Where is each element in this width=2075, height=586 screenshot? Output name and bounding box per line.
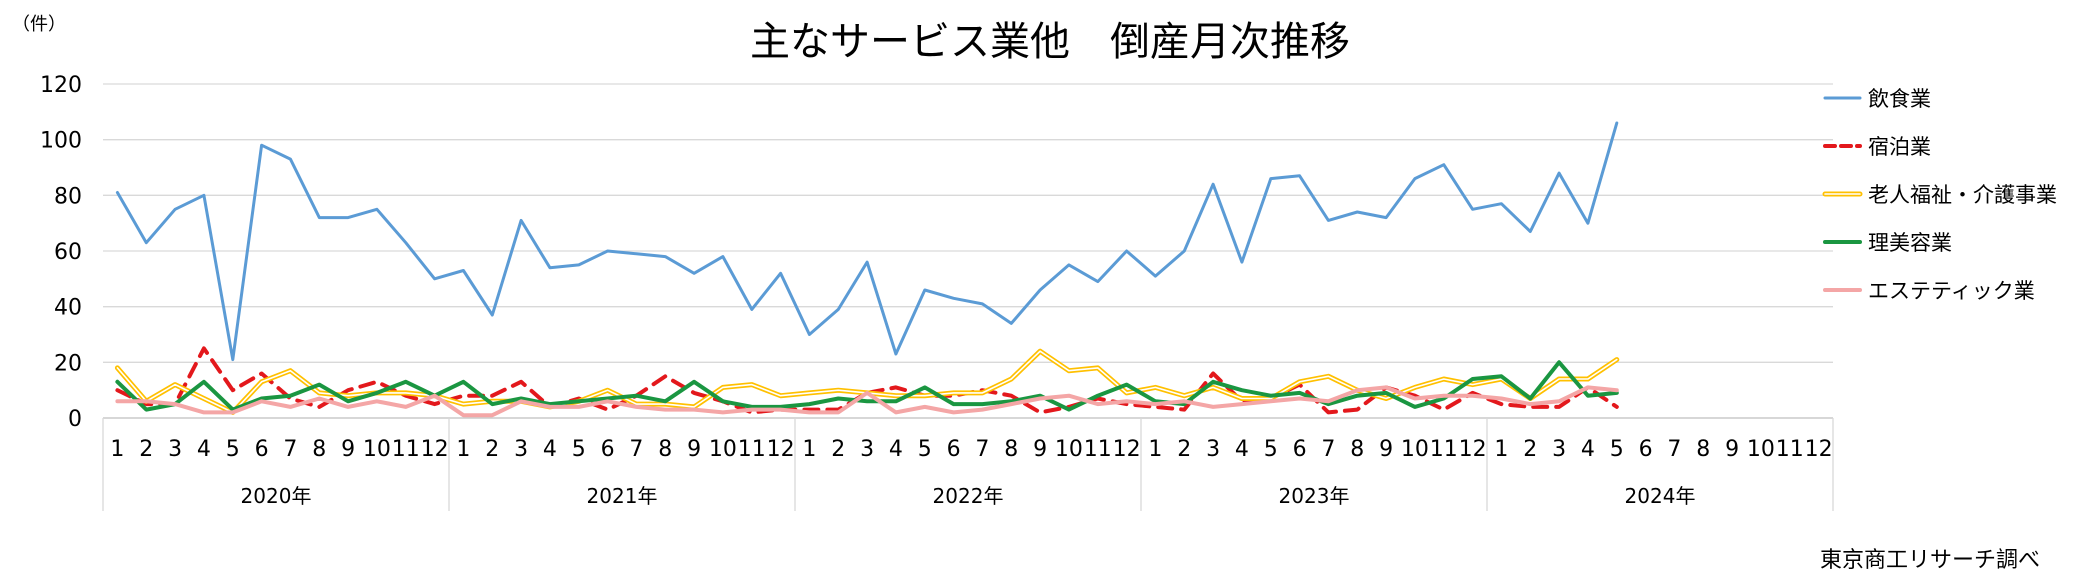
x-tick-label: 1: [1148, 437, 1162, 462]
x-tick-label: 9: [687, 437, 701, 462]
source-label: 東京商工リサーチ調べ: [1820, 548, 2040, 573]
x-tick-label: 7: [1667, 437, 1681, 462]
x-tick-label: 12: [1459, 437, 1487, 462]
x-tick-label: 6: [1639, 437, 1653, 462]
x-tick-label: 5: [226, 437, 240, 462]
x-year-label: 2021年: [587, 484, 658, 508]
x-tick-label: 8: [658, 437, 672, 462]
x-tick-label: 4: [197, 437, 211, 462]
y-tick-label: 0: [68, 407, 82, 432]
x-tick-label: 2: [1523, 437, 1537, 462]
x-tick-label: 10: [1747, 437, 1775, 462]
x-tick-label: 10: [363, 437, 391, 462]
x-tick-label: 2: [831, 437, 845, 462]
grid-layer: [103, 83, 1833, 419]
x-tick-label: 7: [975, 437, 989, 462]
x-tick-label: 7: [1321, 437, 1335, 462]
x-tick-label: 2: [139, 437, 153, 462]
y-tick-label: 80: [54, 184, 82, 209]
y-tick-label: 120: [40, 73, 82, 98]
x-tick-label: 5: [572, 437, 586, 462]
x-tick-label: 4: [1581, 437, 1595, 462]
x-tick-label: 7: [629, 437, 643, 462]
x-tick-label: 4: [543, 437, 557, 462]
x-tick-label: 9: [1033, 437, 1047, 462]
x-tick-label: 1: [456, 437, 470, 462]
unit-label: （件）: [12, 14, 66, 35]
x-tick-label: 8: [1696, 437, 1710, 462]
y-tick-label: 20: [54, 351, 82, 376]
x-tick-label: 6: [601, 437, 615, 462]
legend-label: 飲食業: [1868, 87, 1931, 111]
series-line-3: [115, 360, 1619, 412]
x-year-label: 2023年: [1279, 484, 1350, 508]
series-line-4: [115, 385, 1619, 418]
series-layer: [114, 121, 1620, 418]
x-tick-label: 10: [1401, 437, 1429, 462]
x-tick-label: 7: [283, 437, 297, 462]
x-tick-label: 6: [947, 437, 961, 462]
x-tick-label: 3: [860, 437, 874, 462]
x-year-label: 2022年: [933, 484, 1004, 508]
x-tick-label: 12: [1113, 437, 1141, 462]
x-tick-label: 5: [1610, 437, 1624, 462]
legend-label: 理美容業: [1868, 231, 1952, 255]
x-tick-label: 12: [421, 437, 449, 462]
x-tick-label: 8: [312, 437, 326, 462]
x-tick-label: 5: [1264, 437, 1278, 462]
x-tick-label: 3: [514, 437, 528, 462]
x-tick-label: 12: [1805, 437, 1833, 462]
x-tick-label: 1: [1494, 437, 1508, 462]
x-tick-label: 1: [110, 437, 124, 462]
x-tick-label: 10: [1055, 437, 1083, 462]
x-tick-label: 3: [1206, 437, 1220, 462]
y-tick-label: 100: [40, 129, 82, 154]
x-tick-label: 11: [1430, 437, 1458, 462]
x-year-label: 2020年: [241, 484, 312, 508]
x-tick-label: 12: [767, 437, 795, 462]
x-tick-label: 8: [1350, 437, 1364, 462]
legend-label: 宿泊業: [1868, 135, 1931, 159]
x-tick-label: 8: [1004, 437, 1018, 462]
x-tick-label: 9: [341, 437, 355, 462]
x-tick-label: 11: [738, 437, 766, 462]
y-tick-label: 40: [54, 296, 82, 321]
legend-label: 老人福祉・介護事業: [1868, 183, 2057, 207]
x-tick-label: 1: [802, 437, 816, 462]
series-line-0: [115, 121, 1619, 362]
x-tick-label: 2: [1177, 437, 1191, 462]
chart-title: 主なサービス業他 倒産月次推移: [750, 19, 1350, 65]
x-tick-label: 10: [709, 437, 737, 462]
x-tick-label: 6: [1293, 437, 1307, 462]
x-tick-label: 11: [392, 437, 420, 462]
y-tick-label: 60: [54, 240, 82, 265]
x-tick-label: 3: [1552, 437, 1566, 462]
x-tick-label: 5: [918, 437, 932, 462]
x-year-label: 2024年: [1625, 484, 1696, 508]
x-tick-label: 3: [168, 437, 182, 462]
x-tick-label: 11: [1776, 437, 1804, 462]
x-tick-label: 6: [255, 437, 269, 462]
x-tick-label: 9: [1725, 437, 1739, 462]
x-tick-label: 11: [1084, 437, 1112, 462]
x-tick-label: 2: [485, 437, 499, 462]
x-tick-label: 4: [1235, 437, 1249, 462]
x-tick-label: 4: [889, 437, 903, 462]
legend-label: エステティック業: [1868, 279, 2035, 303]
x-tick-label: 9: [1379, 437, 1393, 462]
